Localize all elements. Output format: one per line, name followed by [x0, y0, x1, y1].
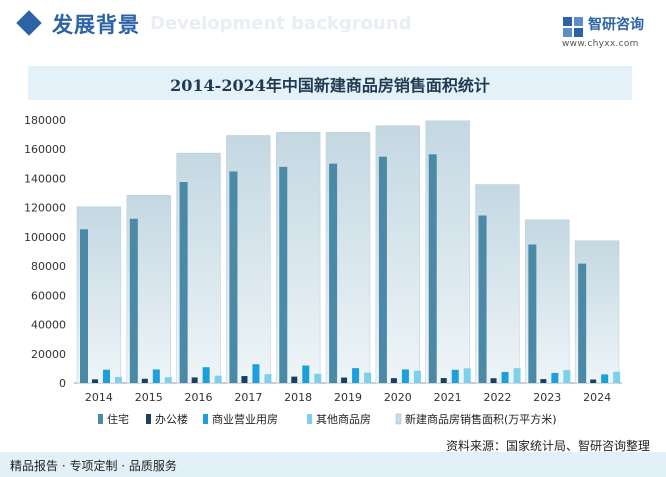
y-tick-label: 40000 [31, 319, 66, 332]
bar-0 [279, 166, 288, 383]
legend-swatch [395, 413, 402, 425]
bar-2 [551, 372, 559, 383]
legend-swatch [307, 414, 312, 424]
bar-0 [428, 154, 437, 383]
y-tick-label: 160000 [24, 143, 66, 156]
page-header: 发展背景 Development background 智研咨询 www.chy… [0, 0, 666, 52]
bar-2 [152, 369, 160, 383]
bar-3 [115, 376, 122, 383]
bar-3 [563, 370, 571, 383]
x-tick-label: 2018 [284, 391, 312, 404]
bar-1 [341, 377, 348, 383]
bar-3 [364, 372, 372, 383]
footer-bar: 精品报告 · 专项定制 · 品质服务 [0, 452, 666, 477]
section-title: 发展背景 [52, 13, 140, 37]
brand-logo-icon [563, 17, 583, 37]
y-tick-label: 20000 [31, 348, 66, 361]
bar-2 [103, 369, 110, 383]
x-tick-label: 2019 [334, 391, 362, 404]
x-tick-label: 2015 [135, 391, 163, 404]
bar-3 [413, 370, 421, 383]
legend-label: 其他商品房 [316, 412, 371, 426]
bar-1 [191, 377, 198, 383]
x-tick-label: 2014 [85, 391, 113, 404]
y-tick-label: 100000 [24, 231, 66, 244]
bar-1 [590, 379, 597, 383]
bar-2 [401, 369, 409, 383]
bar-3 [513, 368, 521, 383]
bar-3 [463, 368, 471, 383]
brand-url: www.chyxx.com [562, 39, 639, 49]
y-tick-label: 180000 [24, 114, 66, 127]
bar-0 [578, 263, 587, 383]
x-tick-label: 2022 [483, 391, 511, 404]
footer-slogan: 精品报告 · 专项定制 · 品质服务 [10, 459, 177, 473]
y-tick-label: 60000 [31, 289, 66, 302]
legend-label: 商业营业用房 [212, 412, 278, 426]
bar-1 [540, 379, 547, 383]
bar-3 [314, 373, 322, 383]
bar-1 [92, 379, 98, 383]
bar-2 [451, 369, 459, 383]
brand-name: 智研咨询 [588, 17, 644, 33]
bar-1 [241, 376, 248, 383]
legend-swatch [98, 414, 103, 424]
y-tick-label: 140000 [24, 172, 66, 185]
bar-3 [264, 374, 272, 383]
x-tick-label: 2024 [583, 391, 611, 404]
chart-title: 2014-2024年中国新建商品房销售面积统计 [170, 76, 490, 95]
bar-2 [601, 374, 609, 383]
x-tick-label: 2017 [234, 391, 262, 404]
bar-0 [329, 163, 338, 383]
x-tick-label: 2016 [185, 391, 213, 404]
x-tick-label: 2023 [533, 391, 561, 404]
legend-swatch [146, 414, 151, 424]
legend-swatch [203, 414, 208, 424]
chart-area: 0 20000 40000 60000 80000 100000 120000 140000 1… [24, 114, 622, 426]
bar-0 [478, 215, 487, 383]
diamond-icon [16, 10, 42, 36]
source-note: 资料来源：国家统计局、智研咨询整理 [445, 439, 650, 453]
bar-0 [80, 229, 88, 383]
bar-0 [378, 156, 387, 383]
bar-3 [214, 375, 222, 383]
bar-1 [141, 378, 148, 383]
chart-title-band: 2014-2024年中国新建商品房销售面积统计 [28, 66, 632, 100]
bar-1 [291, 376, 298, 383]
bar-1 [490, 378, 497, 383]
bar-0 [179, 182, 188, 383]
bar-0 [229, 171, 238, 383]
bar-2 [352, 368, 360, 383]
bar-2 [202, 367, 210, 383]
bar-2 [501, 371, 509, 383]
legend-label: 办公楼 [155, 412, 188, 426]
y-tick-label: 80000 [31, 260, 66, 273]
bar-0 [528, 244, 537, 383]
bar-2 [252, 364, 260, 383]
x-tick-label: 2020 [384, 391, 412, 404]
legend-label: 住宅 [107, 412, 129, 426]
y-tick-label: 0 [59, 377, 66, 390]
bar-1 [390, 378, 397, 383]
bar-2 [302, 365, 310, 383]
x-tick-label: 2021 [434, 391, 462, 404]
bar-3 [164, 377, 172, 383]
legend-label: 新建商品房销售面积(万平方米) [405, 412, 557, 426]
bar-3 [613, 371, 621, 383]
bar-0 [129, 218, 138, 383]
section-subtitle: Development background [150, 13, 412, 34]
bar-1 [440, 378, 447, 383]
y-tick-label: 120000 [24, 202, 66, 215]
